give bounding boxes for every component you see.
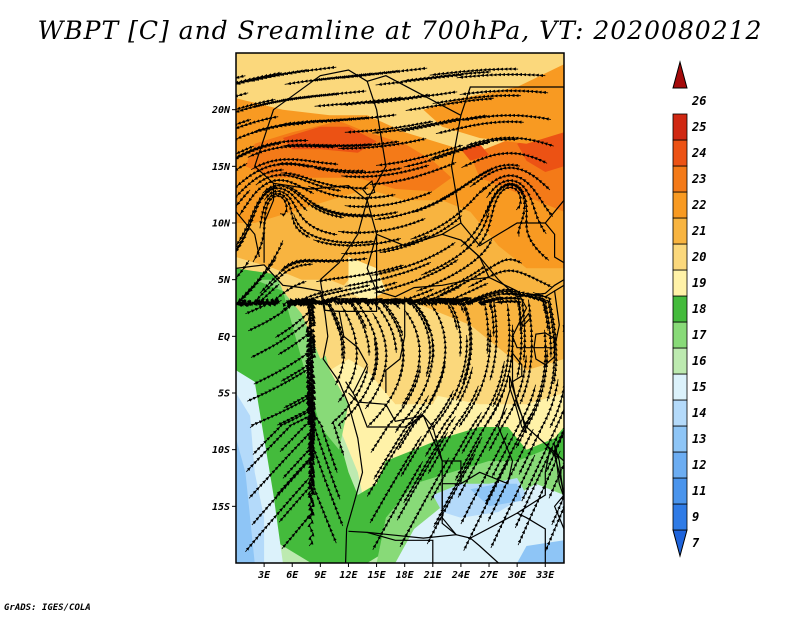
colorbar-label: 21 [691, 224, 706, 238]
lat-tick-label: EQ [218, 332, 230, 343]
lat-tick-label: 20N [211, 105, 231, 116]
lon-tick-label: 15E [368, 570, 387, 581]
colorbar-label: 23 [691, 172, 706, 186]
lat-tick-label: 5N [218, 275, 231, 286]
map-frame [235, 52, 565, 564]
colorbar-swatch [672, 399, 688, 427]
colorbar-swatch [672, 295, 688, 323]
colorbar-bottom-arrow [672, 529, 688, 558]
streamline [307, 113, 397, 124]
colorbar-swatch [672, 191, 688, 219]
lon-tick-label: 9E [314, 570, 327, 581]
lon-tick-label: 27E [479, 570, 499, 581]
colorbar-label: 20 [691, 250, 706, 264]
colorbar-swatch [672, 477, 688, 505]
colorbar-label: 14 [692, 406, 706, 420]
streamline [552, 412, 564, 455]
lat-tick-label: 15S [212, 502, 230, 513]
colorbar-swatch [672, 503, 688, 531]
colorbar-swatch [672, 373, 688, 401]
colorbar-swatch [672, 347, 688, 375]
lon-tick-label: 6E [286, 570, 299, 581]
colorbar-label: 15 [692, 380, 706, 394]
lon-tick-label: 12E [339, 570, 358, 581]
colorbar-label: 26 [691, 94, 706, 108]
colorbar-label: 19 [692, 276, 706, 290]
colorbar-label: 25 [691, 120, 706, 134]
streamline [548, 446, 564, 499]
colorbar-swatch [672, 321, 688, 349]
streamline [435, 120, 524, 134]
streamlines [236, 65, 564, 552]
lon-tick-label: 24E [451, 570, 471, 581]
latitude-axis: 20N 15N 10N 5N EQ 5S 10S 15S [211, 105, 236, 513]
lat-tick-label: 10S [212, 445, 230, 456]
lon-tick-label: 18E [396, 570, 415, 581]
colorbar-label: 7 [692, 536, 700, 550]
streamline [466, 136, 554, 147]
streamline [459, 89, 549, 96]
credit-label: GrADS: IGES/COLA [4, 603, 91, 613]
border-ethiopia [544, 222, 564, 264]
lon-tick-label: 3E [257, 570, 271, 581]
colorbar-label: 12 [692, 458, 706, 472]
streamline [278, 89, 367, 102]
colorbar-label: 17 [692, 328, 707, 342]
map-title: WBPT [C] and Sreamline at 700hPa, VT: 20… [37, 16, 763, 45]
streamline [338, 66, 428, 79]
streamline [432, 93, 521, 105]
lon-tick-label: 21E [423, 570, 443, 581]
colorbar-swatch [672, 139, 688, 167]
colorbar-label: 18 [692, 302, 706, 316]
streamline [551, 477, 564, 526]
colorbar-label: 24 [691, 146, 706, 160]
streamline [549, 324, 564, 429]
lon-tick-label: 30E [507, 570, 527, 581]
colorbar-swatch [672, 425, 688, 453]
map-area[interactable] [227, 53, 573, 563]
border-kenya [554, 284, 564, 292]
colorbar-swatch [672, 269, 688, 297]
colorbar-label: 11 [692, 484, 706, 498]
streamline [456, 72, 546, 79]
lat-tick-label: 10N [212, 219, 231, 230]
streamline [280, 257, 368, 271]
colorbar-label: 13 [692, 432, 706, 446]
lat-tick-label: 5S [218, 389, 230, 400]
colorbar: 7 9 11 12 13 14 15 16 17 18 19 20 21 22 23 24 25 26 [672, 60, 707, 558]
streamline [462, 113, 551, 121]
colorbar-swatch [672, 243, 688, 271]
longitude-axis: 3E 6E 9E 12E 15E 18E 21E 24E 27E 30E 33E [257, 563, 555, 581]
colorbar-swatch [672, 217, 688, 245]
streamline [429, 67, 519, 77]
colorbar-swatch [672, 113, 688, 141]
colorbar-swatch [672, 165, 688, 193]
colorbar-label: 22 [691, 198, 706, 212]
colorbar-label: 16 [692, 354, 706, 368]
colorbar-label: 9 [692, 510, 699, 524]
colorbar-swatch [672, 451, 688, 479]
lon-tick-label: 33E [535, 570, 555, 581]
colorbar-top-arrow [672, 60, 688, 89]
lat-tick-label: 15N [212, 162, 231, 173]
